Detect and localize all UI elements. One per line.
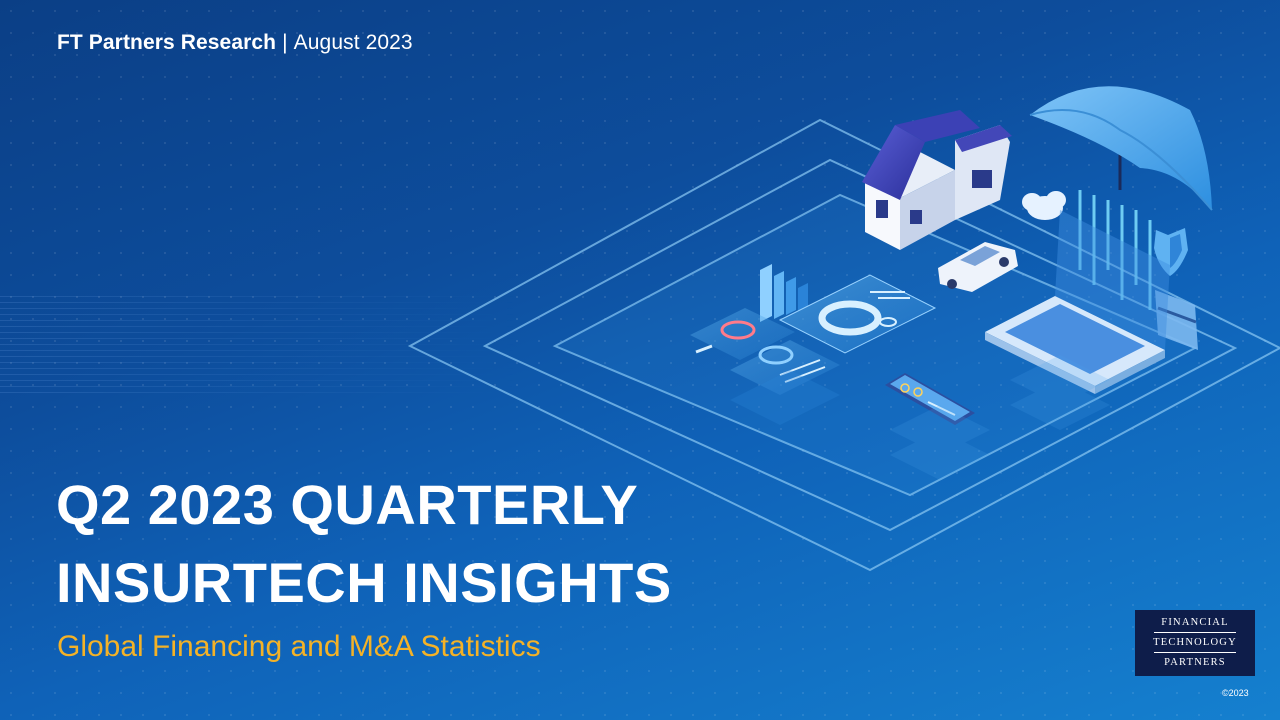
umbrella-icon <box>1029 86 1213 211</box>
cloud-icon <box>1022 191 1066 220</box>
mini-chart-panels <box>690 308 840 425</box>
title-line-1: Q2 2023 QUARTERLY <box>56 473 639 536</box>
report-date: August 2023 <box>293 31 413 54</box>
car-icon <box>938 242 1018 292</box>
light-streaks <box>0 296 520 396</box>
ft-partners-logo: FINANCIAL TECHNOLOGY PARTNERS <box>1135 610 1255 676</box>
stacked-layers <box>890 355 1110 480</box>
report-header: FT Partners Research | August 2023 <box>57 31 413 55</box>
logo-line-1: FINANCIAL <box>1161 617 1229 628</box>
report-title: Q2 2023 QUARTERLY INSURTECH INSIGHTS <box>56 466 672 622</box>
credit-card-icon <box>1155 290 1198 350</box>
logo-line-2: TECHNOLOGY <box>1153 637 1237 648</box>
platform-fill <box>555 195 1195 495</box>
insurtech-illustration <box>407 86 1280 572</box>
logo-line-3: PARTNERS <box>1164 657 1226 668</box>
shield-icon <box>1154 228 1188 276</box>
code-hologram <box>1078 190 1152 310</box>
report-subtitle: Global Financing and M&A Statistics <box>57 630 541 663</box>
logo-rule-top <box>1154 632 1236 633</box>
logo-rule-bottom <box>1154 652 1236 653</box>
house-icon <box>862 110 1012 250</box>
research-brand: FT Partners Research <box>57 31 277 54</box>
bar-chart-icon <box>760 264 808 322</box>
title-line-2: INSURTECH INSIGHTS <box>56 551 672 614</box>
donut-chart-icon <box>778 274 937 354</box>
laptop-icon <box>985 210 1170 394</box>
copyright-notice: ©2023 <box>1222 688 1249 698</box>
header-separator: | <box>282 31 288 54</box>
phone-icon <box>885 373 975 425</box>
